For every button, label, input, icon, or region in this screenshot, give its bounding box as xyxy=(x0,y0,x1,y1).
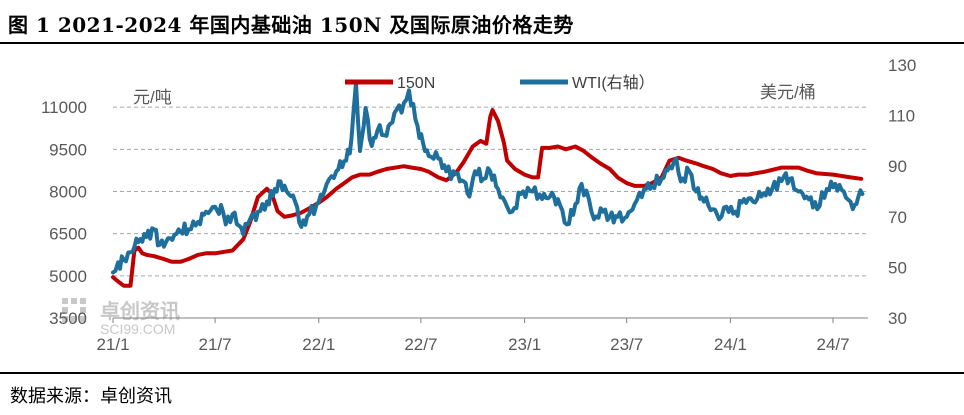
axes: 3500 5000 6500 8000 9500 11000 30 50 70 90 110 130 2… xyxy=(41,56,916,354)
watermark-logo: 卓创资讯 SCI99.COM xyxy=(62,298,180,337)
x-tick-label: 22/1 xyxy=(302,335,335,354)
series-wti-line xyxy=(111,80,865,275)
series-150n-line xyxy=(111,108,864,288)
x-tick-label: 21/7 xyxy=(199,335,232,354)
watermark-site: SCI99.COM xyxy=(100,321,175,337)
y-right-tick-label: 70 xyxy=(888,208,907,227)
x-tick-label: 23/7 xyxy=(610,335,643,354)
line-chart: 卓创资讯 SCI99.COM 3500 5000 6500 8000 9500 11000… xyxy=(41,56,916,354)
watermark-brand: 卓创资讯 xyxy=(100,299,180,323)
y-left-tick-label: 3500 xyxy=(49,309,87,328)
x-tick-label: 22/7 xyxy=(404,335,437,354)
grid-lines xyxy=(113,106,868,319)
left-axis-unit: 元/吨 xyxy=(133,88,172,107)
y-left-tick-label: 8000 xyxy=(49,183,87,202)
x-tick-label: 24/7 xyxy=(816,335,849,354)
y-right-tick-label: 110 xyxy=(888,107,915,126)
source-bar: 数据来源：卓创资讯 xyxy=(0,372,964,415)
legend-label: WTI(右轴） xyxy=(572,74,655,92)
y-right-tick-label: 50 xyxy=(888,258,907,277)
x-tick-label: 21/1 xyxy=(96,335,129,354)
y-left-tick-label: 6500 xyxy=(49,225,87,244)
chart-title: 图 1 2021-2024 年国内基础油 150N 及国际原油价格走势 xyxy=(8,13,574,37)
x-tick-label: 23/1 xyxy=(508,335,541,354)
chart-title-bar: 图 1 2021-2024 年国内基础油 150N 及国际原油价格走势 xyxy=(0,0,964,44)
y-right-tick-label: 130 xyxy=(888,56,916,75)
x-tick-label: 24/1 xyxy=(714,335,747,354)
y-left-tick-label: 11000 xyxy=(41,98,87,117)
y-left-tick-label: 5000 xyxy=(49,267,87,286)
y-right-tick-label: 30 xyxy=(888,309,907,328)
y-left-tick-label: 9500 xyxy=(49,140,87,159)
legend: 150N WTI(右轴） xyxy=(345,74,655,92)
legend-label: 150N xyxy=(397,75,435,92)
y-right-tick-label: 90 xyxy=(888,157,907,176)
series-lines xyxy=(111,80,865,288)
source-note: 数据来源：卓创资讯 xyxy=(10,386,172,407)
right-axis-unit: 美元/桶 xyxy=(760,83,816,102)
